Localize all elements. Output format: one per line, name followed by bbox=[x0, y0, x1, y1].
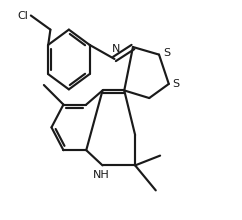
Text: N: N bbox=[111, 44, 120, 54]
Text: NH: NH bbox=[93, 170, 110, 180]
Text: Cl: Cl bbox=[18, 11, 29, 20]
Text: S: S bbox=[173, 79, 180, 89]
Text: S: S bbox=[163, 48, 170, 58]
